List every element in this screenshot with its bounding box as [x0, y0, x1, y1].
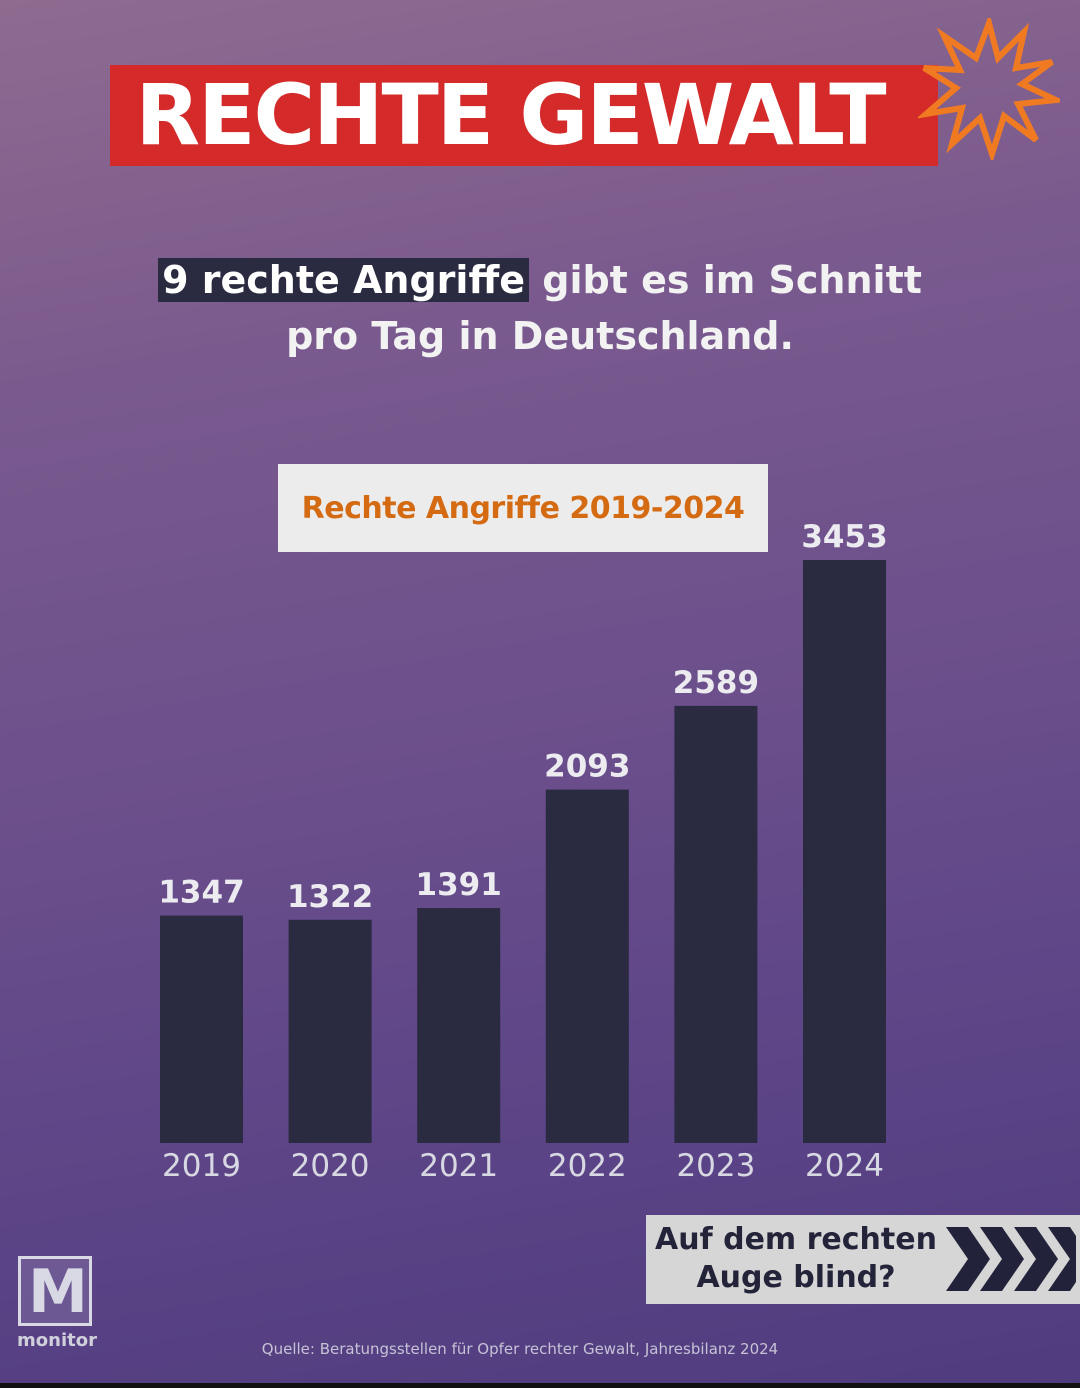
cta-line1: Auf dem rechten	[655, 1222, 937, 1257]
subtitle-highlight: 9 rechte Angriffe	[158, 258, 530, 302]
x-tick-2024: 2024	[805, 1148, 884, 1184]
subtitle: 9 rechte Angriffe gibt es im Schnitt pro…	[120, 252, 960, 364]
value-label-2019: 1347	[158, 875, 244, 911]
chart-title: Rechte Angriffe 2019-2024	[301, 490, 745, 526]
chevrons-right-icon	[946, 1227, 1076, 1291]
x-tick-2021: 2021	[419, 1148, 498, 1184]
burst-icon	[918, 18, 1060, 160]
x-tick-2023: 2023	[676, 1148, 755, 1184]
headline-banner: RECHTE GEWALT	[110, 65, 938, 166]
bottom-edge	[0, 1383, 1080, 1388]
cta-text: Auf dem rechten Auge blind?	[646, 1221, 946, 1297]
bar-2020	[288, 919, 372, 1143]
logo-box: M	[18, 1256, 92, 1326]
x-tick-2022: 2022	[548, 1148, 627, 1184]
bar-2024	[803, 560, 886, 1143]
x-tick-2019: 2019	[162, 1148, 241, 1184]
logo-letter: M	[28, 1257, 88, 1327]
bar-2019	[160, 915, 243, 1143]
cta-banner[interactable]: Auf dem rechten Auge blind?	[646, 1215, 1080, 1304]
subtitle-line1-rest: gibt es im Schnitt	[542, 258, 922, 302]
value-label-2022: 2093	[544, 749, 630, 785]
bar-2023	[674, 705, 758, 1143]
logo-wordmark: monitor	[17, 1330, 97, 1351]
subtitle-line2: pro Tag in Deutschland.	[286, 314, 794, 358]
cta-line2: Auge blind?	[696, 1260, 896, 1295]
bar-2022	[545, 789, 629, 1143]
value-label-2024: 3453	[801, 519, 887, 555]
value-label-2023: 2589	[673, 665, 759, 701]
monitor-logo: M monitor	[16, 1256, 98, 1356]
bar-2021	[417, 908, 501, 1143]
headline-title: RECHTE GEWALT	[135, 66, 886, 164]
chart-title-box: Rechte Angriffe 2019-2024	[278, 464, 768, 552]
value-label-2021: 1391	[416, 867, 502, 903]
value-label-2020: 1322	[287, 879, 373, 915]
x-tick-2020: 2020	[291, 1148, 370, 1184]
source-note: Quelle: Beratungsstellen für Opfer recht…	[261, 1340, 779, 1358]
